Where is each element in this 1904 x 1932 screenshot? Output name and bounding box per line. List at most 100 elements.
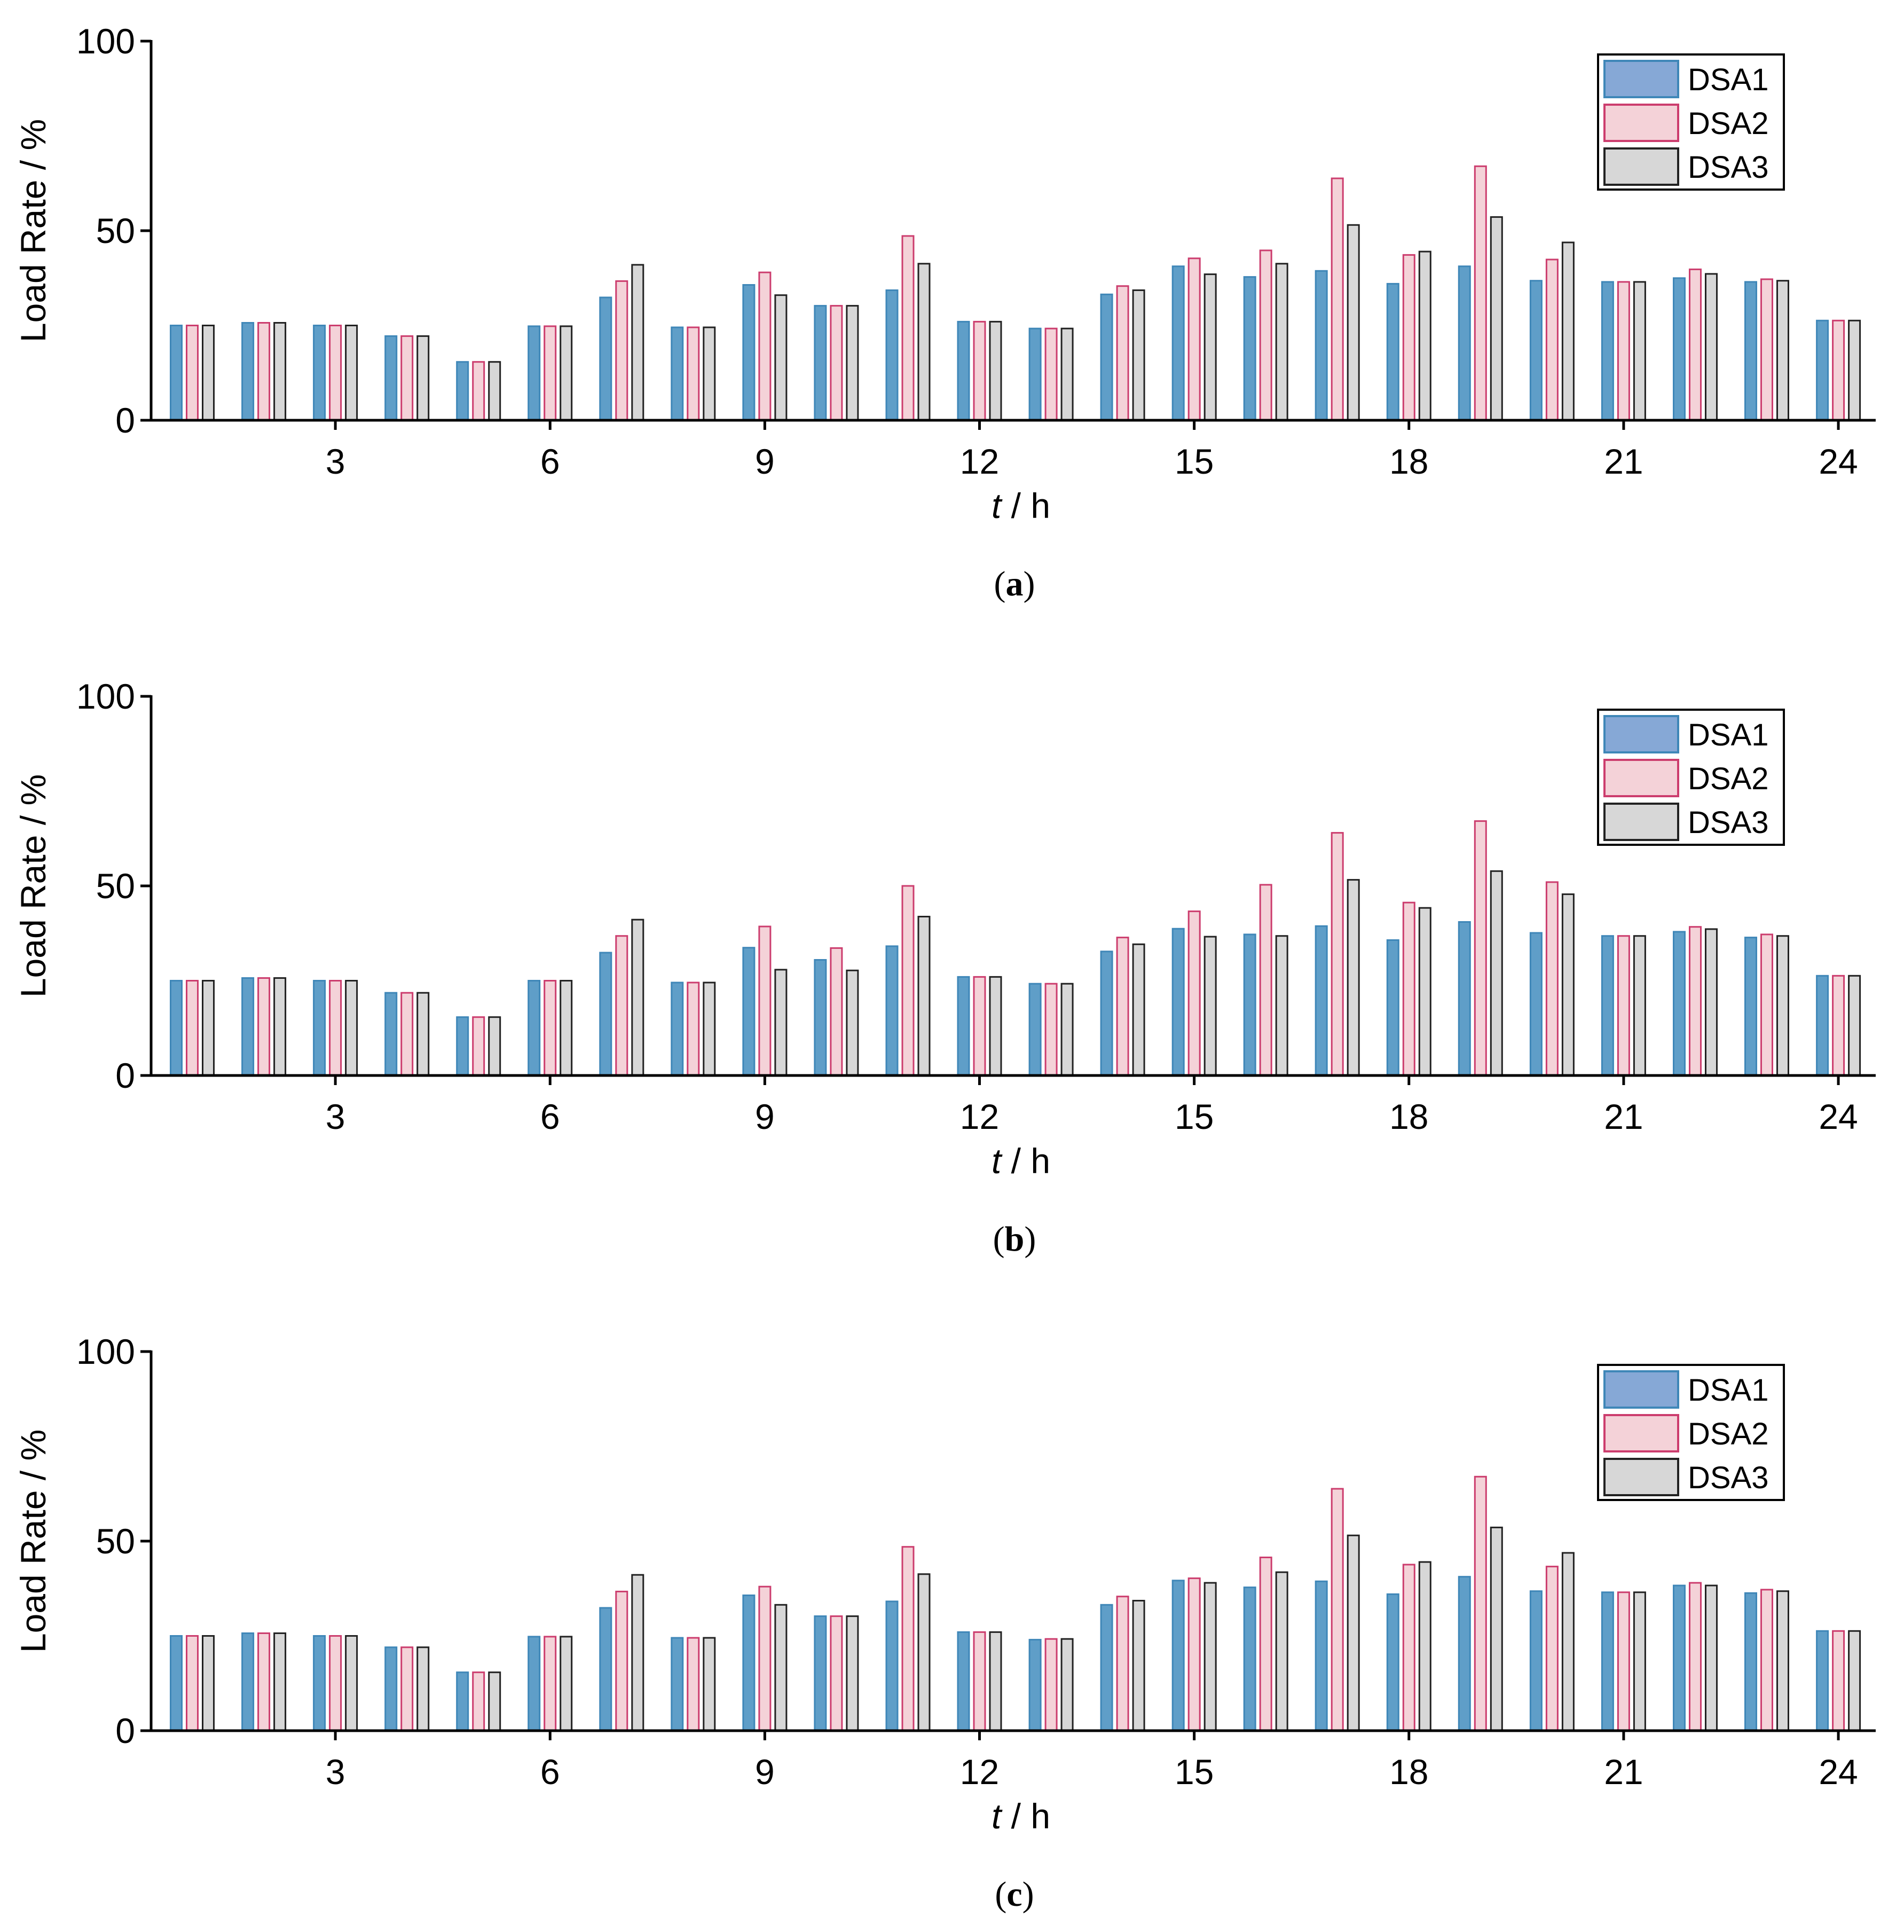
bar-dsa3-hour-3 [345,1635,358,1732]
bar-dsa1-hour-2 [241,1632,255,1732]
bar-dsa3-hour-7 [631,918,644,1077]
bar-dsa2-hour-8 [687,326,700,421]
bar-dsa2-hour-2 [257,977,271,1077]
legend-swatch-dsa1 [1603,60,1679,98]
bar-dsa3-hour-23 [1776,280,1789,421]
bar-dsa1-hour-17 [1315,1580,1328,1732]
bar-dsa3-hour-11 [917,916,931,1077]
x-tick-label: 15 [1175,1752,1214,1792]
bar-dsa1-hour-22 [1673,931,1686,1077]
x-tick-label: 3 [326,1752,345,1792]
bar-dsa2-hour-10 [830,947,843,1077]
bar-dsa1-hour-4 [384,1646,398,1732]
bar-dsa2-hour-7 [615,935,628,1077]
bar-dsa1-hour-11 [885,945,899,1077]
bar-dsa1-hour-5 [456,1671,469,1732]
bar-dsa2-hour-9 [758,1585,772,1732]
bar-dsa3-hour-15 [1203,936,1217,1077]
x-axis-title-variable: t [992,1796,1003,1836]
bar-dsa3-hour-11 [917,263,931,421]
bar-dsa2-hour-1 [186,980,199,1077]
bar-dsa3-hour-1 [202,325,215,421]
bar-dsa1-hour-2 [241,322,255,421]
y-tick-label: 100 [76,677,135,716]
bar-dsa2-hour-14 [1116,285,1129,421]
bar-dsa3-hour-16 [1275,263,1288,421]
bar-dsa2-hour-19 [1474,1475,1487,1732]
bar-dsa1-hour-22 [1673,1584,1686,1732]
y-tick-label: 100 [76,1332,135,1371]
chart-panel-c: 0 50 100 3 6 9 12 15 18 21 24 t / h Load Rate / % DSA… [13,1332,1876,1914]
bar-dsa3-hour-17 [1347,879,1360,1077]
bar-dsa3-hour-2 [273,977,287,1077]
x-tick-label: 21 [1604,442,1643,481]
bar-dsa1-hour-10 [814,305,827,421]
bar-dsa3-hour-13 [1060,983,1074,1077]
legend-swatch-dsa2 [1603,104,1679,142]
legend: DSA1 DSA2 DSA3 [1597,53,1785,191]
legend-label-dsa3: DSA3 [1688,1460,1769,1495]
bar-dsa1-hour-24 [1816,1630,1829,1732]
bar-dsa2-hour-11 [901,885,915,1077]
bar-dsa2-hour-13 [1044,1638,1058,1732]
y-tick-label: 50 [96,211,135,250]
x-tick-label: 6 [540,442,560,481]
bar-dsa3-hour-12 [989,976,1002,1077]
bar-dsa3-hour-20 [1561,241,1575,421]
x-tick-label: 21 [1604,1097,1643,1136]
bar-dsa1-hour-4 [384,992,398,1077]
bar-dsa2-hour-17 [1331,832,1344,1077]
legend-label-dsa1: DSA1 [1688,62,1769,97]
bar-dsa3-hour-8 [703,326,716,421]
bar-dsa2-hour-22 [1689,1582,1702,1732]
bar-dsa3-hour-10 [846,305,859,421]
bar-dsa3-hour-22 [1705,1584,1718,1732]
legend: DSA1 DSA2 DSA3 [1597,709,1785,846]
legend-label-dsa1: DSA1 [1688,718,1769,752]
legend-label-dsa2: DSA2 [1688,1417,1769,1451]
bar-dsa1-hour-14 [1100,293,1113,421]
y-axis-title: Load Rate / % [13,1430,53,1653]
y-tick-label: 50 [96,1521,135,1561]
bar-dsa2-hour-19 [1474,165,1487,421]
bar-dsa1-hour-3 [313,980,326,1077]
bar-dsa1-hour-1 [170,980,183,1077]
bar-dsa2-hour-13 [1044,327,1058,421]
x-tick-label: 15 [1175,1097,1214,1136]
bar-dsa3-hour-8 [703,1637,716,1732]
bar-dsa2-hour-11 [901,235,915,421]
caption-open-paren: ( [993,1220,1005,1259]
x-tick-label: 9 [755,442,775,481]
y-tick-label: 0 [115,1711,135,1750]
bar-dsa1-hour-20 [1529,932,1543,1077]
bar-dsa2-hour-20 [1545,1566,1559,1732]
x-tick-label: 9 [755,1752,775,1792]
bar-dsa1-hour-2 [241,977,255,1077]
bar-dsa1-hour-20 [1529,1590,1543,1732]
bar-dsa2-hour-16 [1259,1557,1272,1732]
bar-dsa1-hour-21 [1601,935,1614,1077]
bar-dsa3-hour-15 [1203,1582,1217,1732]
bar-dsa1-hour-23 [1744,281,1757,421]
bar-dsa3-hour-14 [1132,943,1145,1077]
bar-dsa3-hour-14 [1132,289,1145,421]
y-axis-title: Load Rate / % [13,119,53,342]
bar-dsa1-hour-23 [1744,937,1757,1077]
bar-dsa3-hour-6 [560,325,573,421]
bar-dsa3-hour-7 [631,264,644,421]
bar-dsa2-hour-16 [1259,884,1272,1077]
legend: DSA1 DSA2 DSA3 [1597,1364,1785,1501]
bar-dsa2-hour-24 [1832,975,1845,1077]
bar-dsa1-hour-10 [814,959,827,1077]
legend-label-dsa2: DSA2 [1688,761,1769,796]
x-tick-label: 15 [1175,442,1214,481]
bar-dsa1-hour-18 [1386,1593,1399,1732]
bar-dsa2-hour-1 [186,325,199,421]
bar-dsa3-hour-20 [1561,893,1575,1077]
bar-dsa1-hour-1 [170,325,183,421]
legend-swatch-dsa2 [1603,1414,1679,1452]
bar-dsa3-hour-12 [989,320,1002,421]
x-tick-label: 12 [960,1752,999,1792]
bar-dsa1-hour-21 [1601,1591,1614,1732]
bar-dsa2-hour-6 [544,325,557,421]
